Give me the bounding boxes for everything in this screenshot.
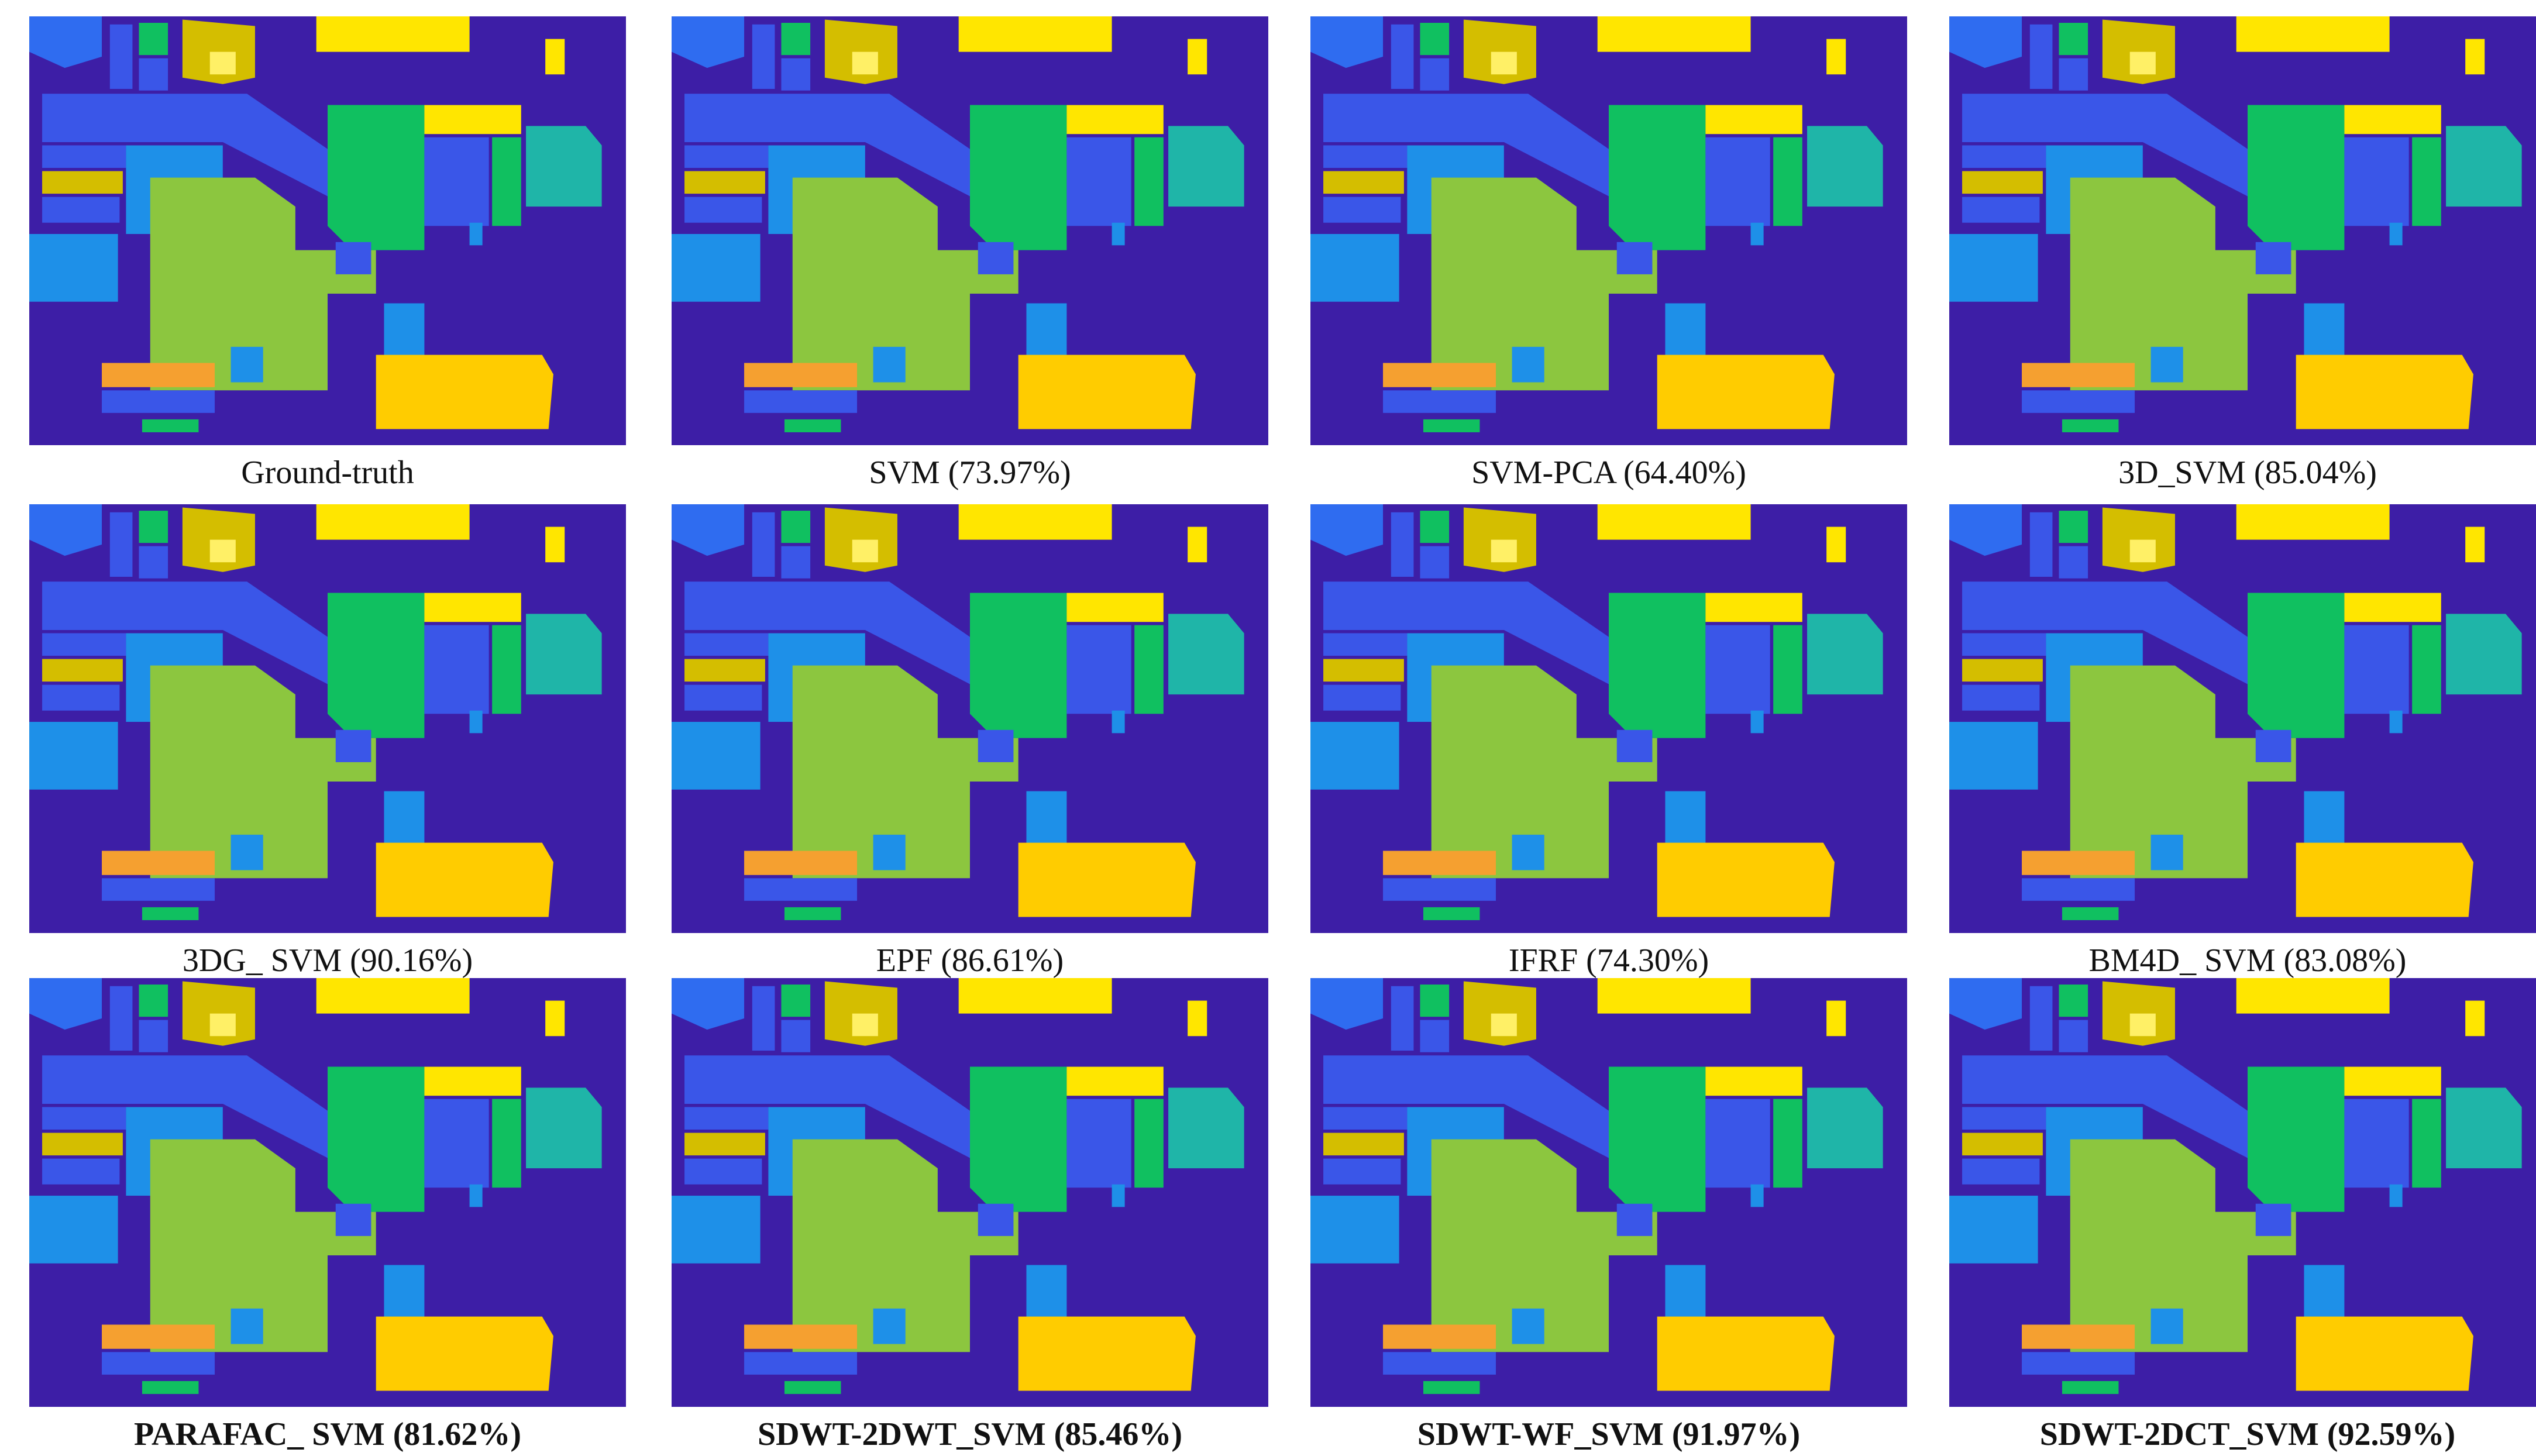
- panel: IFRF (74.30%): [1310, 504, 1907, 979]
- caption: 3D_SVM (85.04%): [2118, 455, 2377, 491]
- classification-map: [1310, 504, 1907, 933]
- classification-map: [672, 978, 1268, 1407]
- panel: Ground-truth: [29, 16, 626, 491]
- panel: SVM-PCA (64.40%): [1310, 16, 1907, 491]
- caption: Ground-truth: [241, 455, 414, 491]
- panel: SDWT-2DWT_SVM (85.46%): [672, 978, 1268, 1452]
- caption: BM4D_ SVM (83.08%): [2088, 942, 2407, 979]
- classification-map: [29, 978, 626, 1407]
- classification-map: [29, 504, 626, 933]
- panel: PARAFAC_ SVM (81.62%): [29, 978, 626, 1452]
- caption: SDWT-2DWT_SVM (85.46%): [758, 1416, 1182, 1452]
- caption: EPF (86.61%): [876, 942, 1064, 979]
- classification-map: [1949, 504, 2536, 933]
- classification-map: [1310, 978, 1907, 1407]
- panel: 3D_SVM (85.04%): [1949, 16, 2536, 491]
- panel: SDWT-2DCT_SVM (92.59%): [1949, 978, 2536, 1452]
- classification-map: [1949, 16, 2536, 445]
- classification-map: [1949, 978, 2536, 1407]
- classification-map: [1310, 16, 1907, 445]
- panel: BM4D_ SVM (83.08%): [1949, 504, 2536, 979]
- caption: SVM-PCA (64.40%): [1471, 455, 1746, 491]
- caption: PARAFAC_ SVM (81.62%): [133, 1416, 522, 1452]
- panel: SVM (73.97%): [672, 16, 1268, 491]
- caption: IFRF (74.30%): [1508, 942, 1709, 979]
- caption: SDWT-WF_SVM (91.97%): [1417, 1416, 1801, 1452]
- caption: 3DG_ SVM (90.16%): [182, 942, 473, 979]
- classification-map: [672, 16, 1268, 445]
- classification-map: [29, 16, 626, 445]
- panel: 3DG_ SVM (90.16%): [29, 504, 626, 979]
- panel: EPF (86.61%): [672, 504, 1268, 979]
- classification-map: [672, 504, 1268, 933]
- caption: SDWT-2DCT_SVM (92.59%): [2039, 1416, 2456, 1452]
- panel: SDWT-WF_SVM (91.97%): [1310, 978, 1907, 1452]
- caption: SVM (73.97%): [869, 455, 1071, 491]
